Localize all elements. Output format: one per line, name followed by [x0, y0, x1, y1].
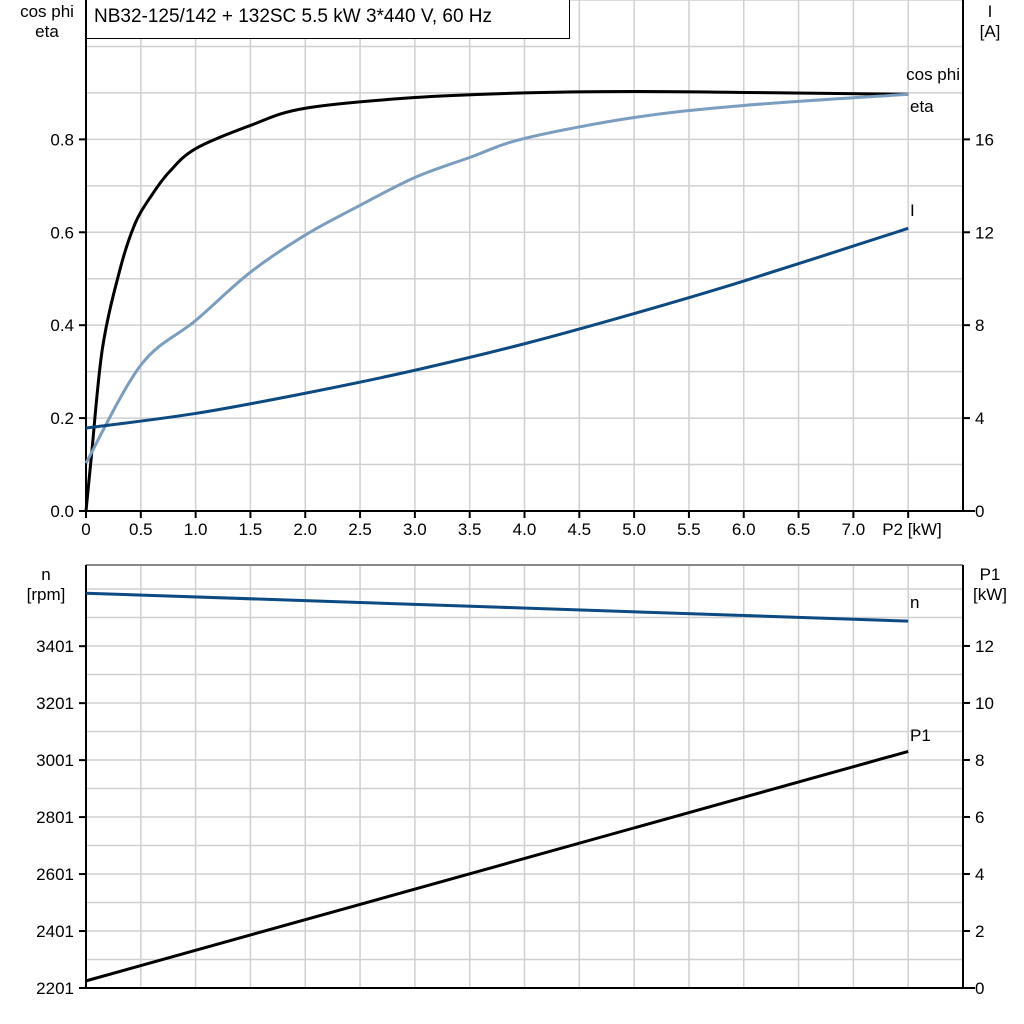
y-tick-label-left: 0.4 — [50, 316, 74, 335]
x-tick-label: 0.5 — [129, 520, 153, 539]
series-line-n — [85, 591, 909, 623]
y-tick-label-right: 8 — [975, 316, 984, 335]
y-axis-label-left: eta — [35, 22, 59, 41]
y-tick-label-right: 8 — [975, 751, 984, 770]
series-line-i — [85, 226, 909, 430]
y-axis-label-left: n — [41, 565, 50, 584]
series-label-n: n — [910, 593, 919, 612]
y-axis-label-right: P1 — [980, 565, 1001, 584]
series-line-p1 — [85, 749, 909, 983]
y-axis-label-left: cos phi — [20, 2, 74, 21]
x-tick-label: 3.0 — [403, 520, 427, 539]
y-tick-label-left: 3201 — [36, 694, 74, 713]
x-tick-label: 4.5 — [567, 520, 591, 539]
y-tick-label-left: 2601 — [36, 865, 74, 884]
y-tick-label-right: 2 — [975, 922, 984, 941]
x-tick-label: 5.0 — [622, 520, 646, 539]
x-axis-label: P2 [kW] — [882, 520, 942, 539]
x-tick-label: 7.0 — [842, 520, 866, 539]
y-tick-label-left: 0.6 — [50, 223, 74, 242]
y-tick-label-right: 6 — [975, 808, 984, 827]
series-line-cos-phi — [84, 92, 909, 464]
series-label-eta: eta — [910, 97, 934, 116]
x-tick-label: 2.0 — [293, 520, 317, 539]
y-tick-label-left: 2801 — [36, 808, 74, 827]
y-tick-label-right: 0 — [975, 979, 984, 998]
series-line-eta — [84, 90, 909, 512]
x-tick-label: 6.0 — [732, 520, 756, 539]
y-axis-label-left: [rpm] — [27, 585, 66, 604]
x-tick-label: 6.5 — [787, 520, 811, 539]
y-tick-label-left: 0.0 — [50, 502, 74, 521]
chart-title-box: NB32-125/142 + 132SC 5.5 kW 3*440 V, 60 … — [86, 0, 570, 39]
series-label-i: I — [910, 201, 915, 220]
y-tick-label-left: 3001 — [36, 751, 74, 770]
y-tick-label-right: 12 — [975, 637, 994, 656]
x-tick-label: 3.5 — [458, 520, 482, 539]
y-tick-label-right: 12 — [975, 223, 994, 242]
y-tick-label-left: 2201 — [36, 979, 74, 998]
y-tick-label-right: 0 — [975, 502, 984, 521]
chart-title: NB32-125/142 + 132SC 5.5 kW 3*440 V, 60 … — [94, 6, 493, 27]
y-tick-label-left: 0.8 — [50, 130, 74, 149]
series-label-cos-phi: cos phi — [906, 65, 960, 84]
y-tick-label-right: 10 — [975, 694, 994, 713]
y-tick-label-left: 3401 — [36, 637, 74, 656]
x-tick-label: 1.5 — [239, 520, 263, 539]
x-tick-label: 0 — [81, 520, 90, 539]
x-tick-label: 4.0 — [513, 520, 537, 539]
y-tick-label-right: 4 — [975, 865, 984, 884]
x-tick-label: 2.5 — [348, 520, 372, 539]
y-tick-label-right: 16 — [975, 130, 994, 149]
y-axis-label-right: [A] — [980, 22, 1001, 41]
series-label-p1: P1 — [910, 726, 931, 745]
x-tick-label: 1.0 — [184, 520, 208, 539]
y-axis-label-right: I — [988, 2, 993, 21]
x-tick-label: 5.5 — [677, 520, 701, 539]
y-tick-label-right: 4 — [975, 409, 984, 428]
y-tick-label-left: 2401 — [36, 922, 74, 941]
y-axis-label-right: [kW] — [973, 585, 1007, 604]
y-tick-label-left: 0.2 — [50, 409, 74, 428]
